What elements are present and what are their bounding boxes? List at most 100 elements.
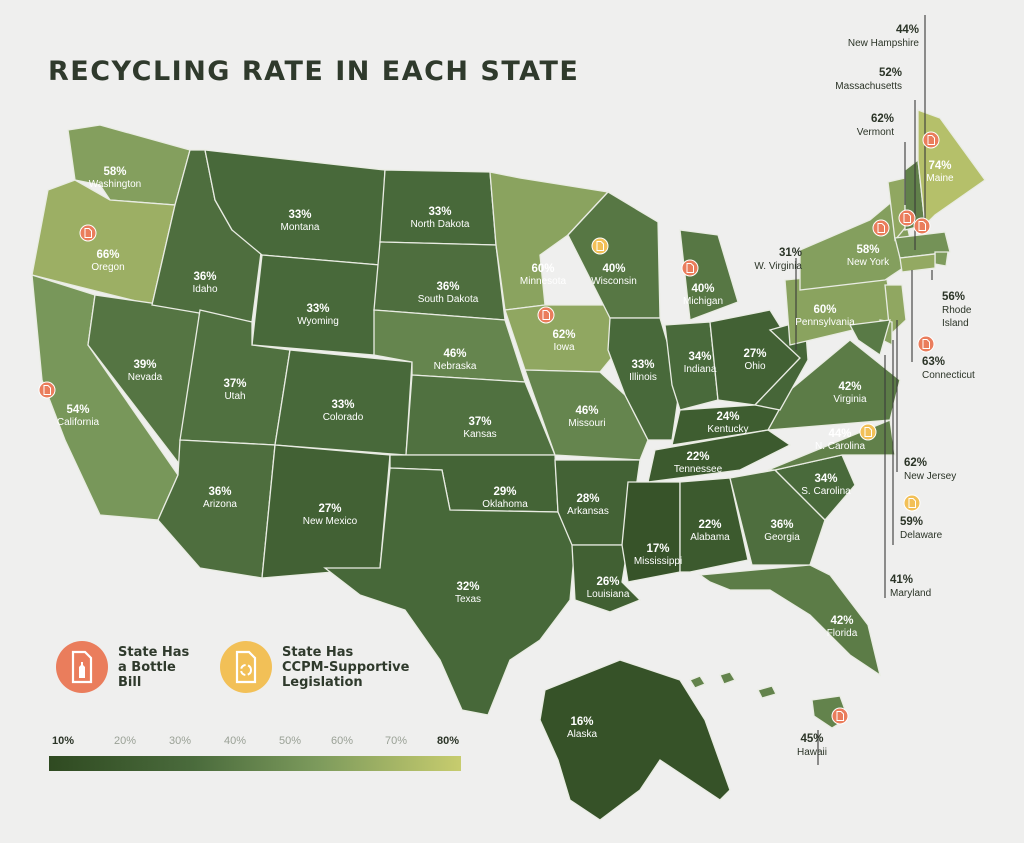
- state-mn: [489, 171, 610, 311]
- state-il-rate: 33%: [631, 359, 654, 371]
- state-ri: [934, 251, 949, 267]
- state-wa-name: Washington: [89, 179, 141, 190]
- state-ri-name: Rhode: [942, 305, 972, 316]
- state-fl-name: Florida: [827, 628, 858, 639]
- state-wi-name: Wisconsin: [591, 276, 637, 287]
- state-ak-name: Alaska: [567, 729, 597, 740]
- state-nd-rate: 33%: [428, 206, 451, 218]
- state-ar-name: Arkansas: [567, 506, 609, 517]
- state-ne-name: Nebraska: [434, 361, 477, 372]
- legend-bottle-bill: State Has a Bottle Bill: [56, 641, 189, 693]
- state-sd-rate: 36%: [436, 281, 459, 293]
- state-al: [679, 477, 749, 573]
- state-id-rate: 36%: [193, 271, 216, 283]
- state-ms-rate: 17%: [646, 543, 669, 555]
- state-de-name: Delaware: [900, 530, 943, 541]
- state-sc-name: S. Carolina: [801, 486, 851, 497]
- state-il-name: Illinois: [629, 372, 657, 383]
- state-ri-name-2: Island: [942, 318, 969, 329]
- state-ut-name: Utah: [224, 391, 245, 402]
- state-mi-name: Michigan: [683, 296, 723, 307]
- state-vt-name: Vermont: [857, 127, 894, 138]
- state-nv-name: Nevada: [128, 372, 163, 383]
- state-nc-name: N. Carolina: [815, 441, 865, 452]
- state-co-rate: 33%: [331, 399, 354, 411]
- state-nm-rate: 27%: [318, 503, 341, 515]
- state-ky-name: Kentucky: [707, 424, 748, 435]
- state-nh-rate: 44%: [896, 24, 919, 36]
- state-wy-name: Wyoming: [297, 316, 339, 327]
- state-nm-name: New Mexico: [303, 516, 358, 527]
- state-al-rate: 22%: [698, 519, 721, 531]
- state-ks-rate: 37%: [468, 416, 491, 428]
- bottle-icon: [681, 259, 699, 277]
- state-ks-name: Kansas: [463, 429, 496, 440]
- state-vt-rate: 62%: [871, 113, 894, 125]
- state-va: [766, 339, 901, 431]
- state-nc-rate: 44%: [828, 428, 851, 440]
- state-ia-rate: 62%: [552, 329, 575, 341]
- state-ny-name: New York: [847, 257, 890, 268]
- bottle-icon: [79, 224, 97, 242]
- state-ar-rate: 28%: [576, 493, 599, 505]
- state-ia-name: Iowa: [553, 342, 575, 353]
- scale-label-40: 40%: [223, 735, 247, 747]
- state-la-name: Louisiana: [587, 589, 630, 600]
- state-id-name: Idaho: [192, 284, 217, 295]
- bottle-icon: [922, 131, 940, 149]
- bottle-icon: [913, 217, 931, 235]
- recycle-document-icon: [903, 494, 921, 512]
- state-ky-rate: 24%: [716, 411, 739, 423]
- bottle-icon: [898, 209, 916, 227]
- legend-ccpm-label: State Has CCPM-Supportive Legislation: [282, 644, 410, 690]
- state-va-rate: 42%: [838, 381, 861, 393]
- state-ma-rate: 52%: [879, 67, 902, 79]
- state-pa-name: Pennsylvania: [795, 317, 855, 328]
- bottle-icon: [917, 335, 935, 353]
- state-wi: [567, 191, 661, 319]
- state-ma-name: Massachusetts: [835, 81, 902, 92]
- legend-bottle-bill-label: State Has a Bottle Bill: [118, 644, 190, 690]
- state-la-rate: 26%: [596, 576, 619, 588]
- state-in-rate: 34%: [688, 351, 711, 363]
- state-va-name: Virginia: [833, 394, 867, 405]
- state-ct-rate: 63%: [922, 356, 945, 368]
- state-tn: [647, 429, 792, 483]
- state-nj-name: New Jersey: [904, 471, 956, 482]
- state-sc-rate: 34%: [814, 473, 837, 485]
- state-ct-name: Connecticut: [922, 370, 975, 381]
- bottle-icon: [38, 381, 56, 399]
- state-fl-rate: 42%: [830, 615, 853, 627]
- state-ms-name: Mississippi: [634, 556, 682, 567]
- state-ms: [621, 481, 681, 583]
- state-ak: [539, 659, 731, 821]
- state-nj-rate: 62%: [904, 457, 927, 469]
- state-ca-name: California: [57, 417, 100, 428]
- state-oh-rate: 27%: [743, 348, 766, 360]
- state-nd-name: North Dakota: [411, 219, 470, 230]
- recycle-document-icon: [591, 237, 609, 255]
- state-md-name: Maryland: [890, 588, 931, 599]
- state-az-name: Arizona: [203, 499, 237, 510]
- state-wv-name: W. Virginia: [754, 261, 802, 272]
- state-az-rate: 36%: [208, 486, 231, 498]
- state-mi: [679, 229, 739, 321]
- state-mn-rate: 60%: [531, 263, 554, 275]
- legend-ccpm: State Has CCPM-Supportive Legislation: [220, 641, 409, 693]
- state-co-name: Colorado: [323, 412, 364, 423]
- state-ok-rate: 29%: [493, 486, 516, 498]
- state-mo-rate: 46%: [575, 405, 598, 417]
- state-wa-rate: 58%: [103, 166, 126, 178]
- scale-label-20: 20%: [113, 735, 137, 747]
- state-al-name: Alabama: [690, 532, 730, 543]
- state-md-rate: 41%: [890, 574, 913, 586]
- recycle-document-icon: [859, 423, 877, 441]
- state-or-rate: 66%: [96, 249, 119, 261]
- state-ny-rate: 58%: [856, 244, 879, 256]
- state-tn-rate: 22%: [686, 451, 709, 463]
- state-ca-rate: 54%: [66, 404, 89, 416]
- state-ne-rate: 46%: [443, 348, 466, 360]
- state-oh-name: Ohio: [744, 361, 766, 372]
- recycle-document-icon: [220, 641, 272, 693]
